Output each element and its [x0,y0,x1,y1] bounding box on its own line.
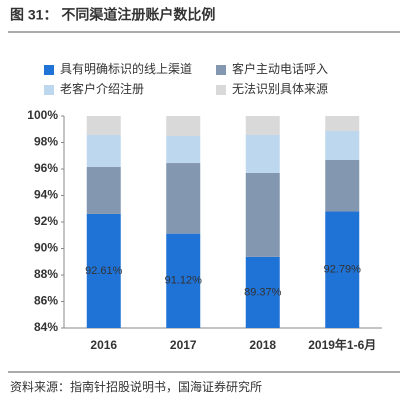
y-tick-label: 98% [34,135,58,149]
bar-segment [245,134,280,173]
legend-label: 具有明确标识的线上渠道 [60,61,192,76]
legend-label: 客户主动电话呼入 [232,61,328,76]
bar-segment [86,116,121,135]
bar-segment [86,134,121,168]
bar-segment [245,116,280,135]
bar-segment [325,116,360,131]
y-tick-label: 86% [34,294,58,308]
bar-segment [325,211,360,328]
chart-title: 图 31： 不同渠道注册账户数比例 [10,7,215,23]
data-label: 91.12% [165,275,203,287]
bar-segment [245,172,280,257]
source-note: 资料来源：指南针招股说明书，国海证券研究所 [10,379,262,394]
data-label: 92.61% [85,265,123,277]
y-tick-label: 100% [27,108,58,122]
y-tick-label: 88% [34,267,58,281]
y-tick-label: 96% [34,161,58,175]
legend-swatch [44,65,54,75]
legend-swatch [216,85,226,95]
data-label: 89.37% [244,286,282,298]
x-tick-label: 2016 [90,338,117,352]
x-tick-label: 2017 [170,338,197,352]
legend-swatch [44,85,54,95]
legend-label: 无法识别具体来源 [232,82,328,96]
y-tick-label: 84% [34,320,58,334]
legend-label: 老客户介绍注册 [60,81,144,96]
bar-segment [245,256,280,328]
y-tick-label: 92% [34,214,58,228]
legend-swatch [216,65,226,75]
bar-segment [86,213,121,328]
bar-segment [166,163,201,234]
bar-segment [166,233,201,328]
bar-segment [325,159,360,212]
y-tick-label: 90% [34,241,58,255]
bar-segment [86,167,121,214]
x-tick-label: 2018 [249,338,276,352]
bar-segment [166,116,201,137]
x-tick-label: 2019年1-6月 [308,337,376,352]
data-label: 92.79% [324,264,362,276]
bar-segment [166,136,201,164]
y-tick-label: 94% [34,188,58,202]
bar-segment [325,130,360,160]
